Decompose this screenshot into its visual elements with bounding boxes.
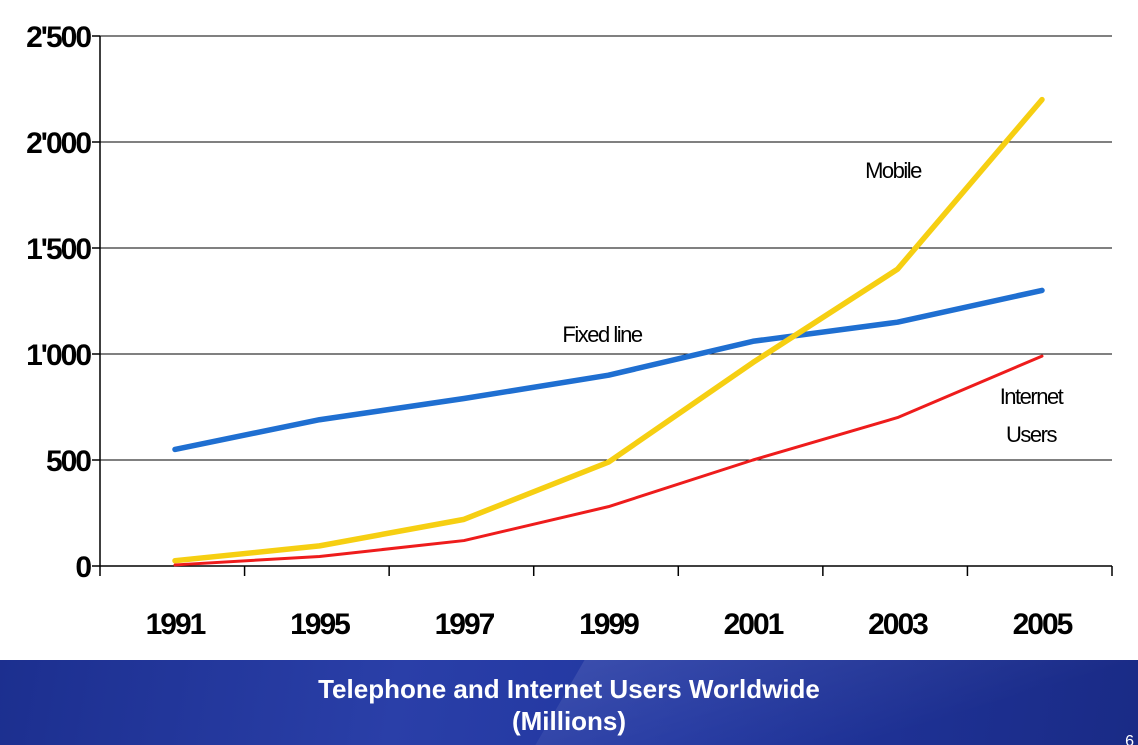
gridlines xyxy=(100,35,1112,461)
series-label-0-0: Fixed line xyxy=(562,322,642,347)
x-tick-label: 1997 xyxy=(435,608,495,641)
y-tick-label: 500 xyxy=(46,445,91,478)
series-label-2-1: Users xyxy=(1006,422,1057,447)
y-tick-label: 2'000 xyxy=(26,127,91,160)
series-line-fixed-line xyxy=(172,287,1045,453)
series-label-2-0: Internet xyxy=(1000,384,1064,409)
x-tick-label: 2003 xyxy=(868,608,928,641)
x-tick-labels: 1991 1995 1997 1999 2001 2003 2005 xyxy=(146,608,1075,641)
slide-number: 6 xyxy=(1125,733,1134,745)
series-line-internet-users xyxy=(173,354,1044,567)
series-label-1-0: Mobile xyxy=(865,158,922,183)
chart-title: Telephone and Internet Users Worldwide xyxy=(318,674,820,704)
series-labels: Fixed line Mobile Internet Users xyxy=(562,158,1065,447)
title-banner: Telephone and Internet Users Worldwide (… xyxy=(0,660,1138,745)
x-tick-label: 1991 xyxy=(146,608,206,641)
chart-subtitle: (Millions) xyxy=(511,706,627,736)
series-lines xyxy=(172,96,1045,567)
x-tick-label: 1999 xyxy=(579,608,639,641)
chart-area: 0 500 1'000 1'500 2'000 2'500 1991 1995 1997 199… xyxy=(26,21,1113,641)
axes xyxy=(92,35,1113,576)
y-tick-labels: 0 500 1'000 1'500 2'000 2'500 xyxy=(26,21,93,584)
y-tick-label: 0 xyxy=(75,551,91,584)
x-tick-label: 2001 xyxy=(724,608,784,641)
y-tick-label: 1'000 xyxy=(26,339,91,372)
series-line-mobile xyxy=(172,96,1045,564)
x-tick-label: 2005 xyxy=(1013,608,1073,641)
y-tick-label: 2'500 xyxy=(26,21,91,54)
x-tick-label: 1995 xyxy=(290,608,350,641)
y-tick-label: 1'500 xyxy=(26,233,91,266)
